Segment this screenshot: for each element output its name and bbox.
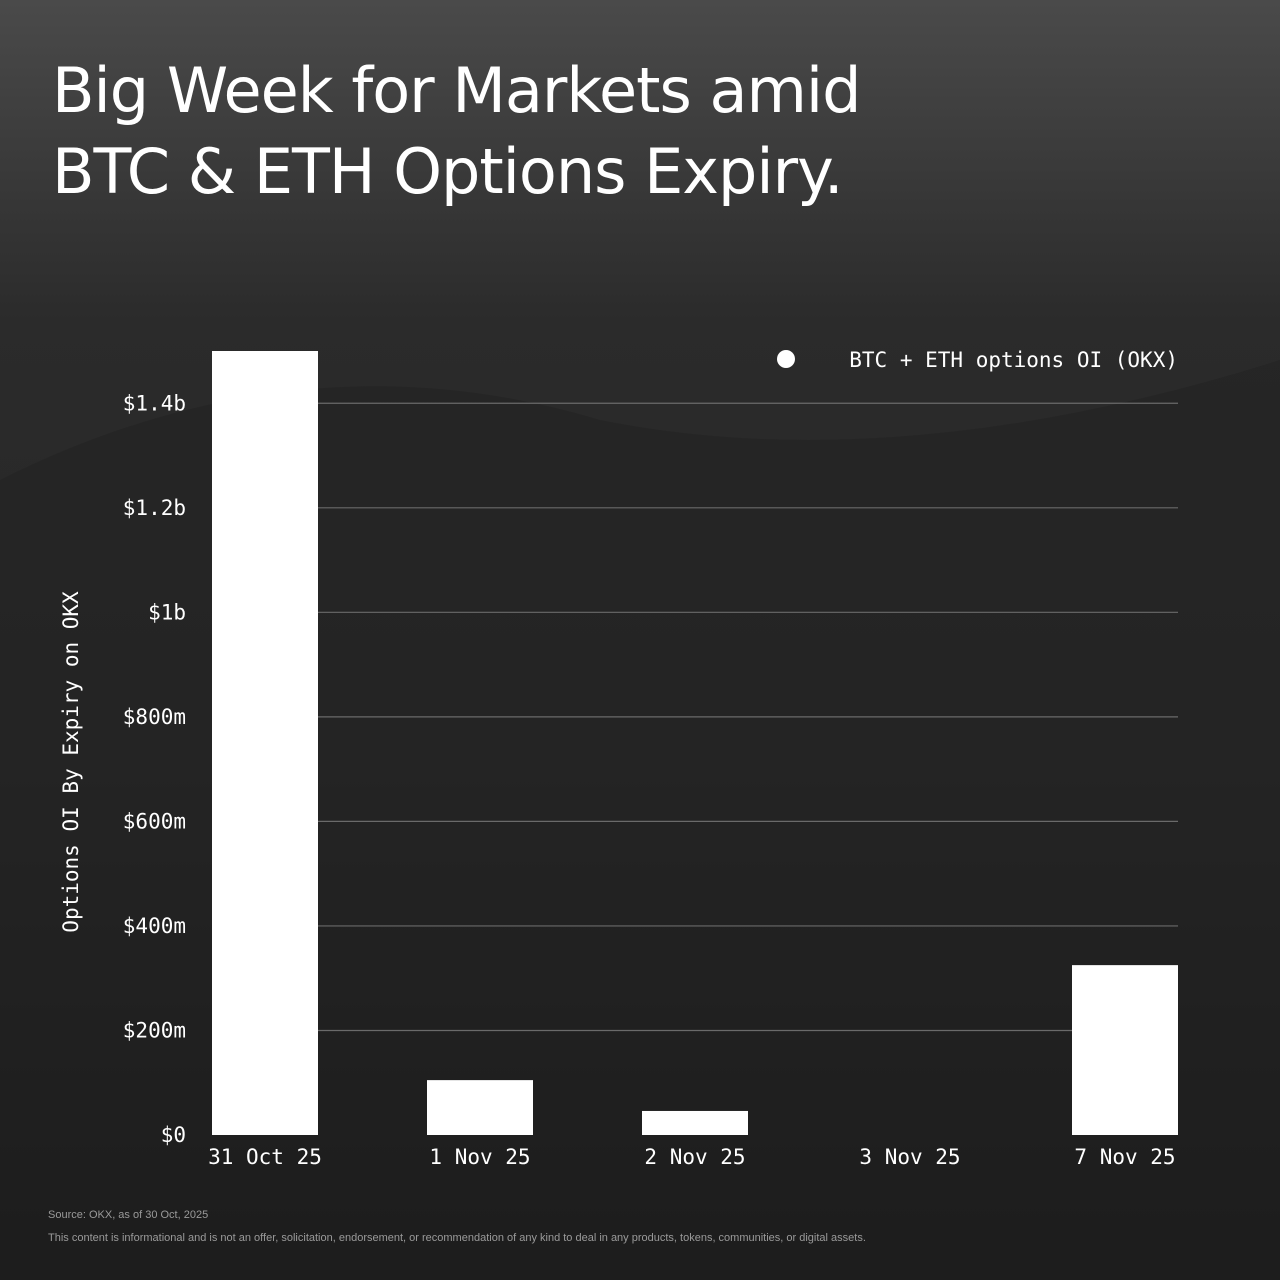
hills bbox=[0, 360, 1280, 1280]
x-tick-label: 2 Nov 25 bbox=[644, 1145, 745, 1169]
x-tick-label: 3 Nov 25 bbox=[859, 1145, 960, 1169]
bar bbox=[212, 351, 318, 1135]
legend-label: BTC + ETH options OI (OKX) bbox=[849, 348, 1178, 372]
y-axis-label: Options OI By Expiry on OKX bbox=[59, 591, 83, 933]
bar bbox=[642, 1110, 748, 1135]
bar bbox=[1072, 965, 1178, 1135]
y-tick-label: $1.2b bbox=[123, 496, 186, 520]
source: Source: OKX, as of 30 Oct, 2025 bbox=[48, 1209, 208, 1221]
chart-title: Big Week for Markets amid bbox=[52, 54, 860, 127]
x-tick-label: 1 Nov 25 bbox=[429, 1145, 530, 1169]
y-tick-label: $800m bbox=[123, 705, 186, 729]
y-tick-label: $400m bbox=[123, 914, 186, 938]
x-tick-label: 7 Nov 25 bbox=[1074, 1145, 1175, 1169]
x-tick-label: 31 Oct 25 bbox=[208, 1145, 322, 1169]
y-tick-label: $200m bbox=[123, 1018, 186, 1042]
bar bbox=[427, 1080, 533, 1135]
y-tick-label: $1b bbox=[148, 600, 186, 624]
disclaimer: This content is informational and is not… bbox=[48, 1232, 866, 1244]
y-tick-label: $1.4b bbox=[123, 391, 186, 415]
legend-marker bbox=[777, 350, 795, 368]
y-tick-label: $600m bbox=[123, 809, 186, 833]
y-tick-label: $0 bbox=[161, 1123, 186, 1147]
chart-title: BTC & ETH Options Expiry. bbox=[52, 135, 843, 208]
